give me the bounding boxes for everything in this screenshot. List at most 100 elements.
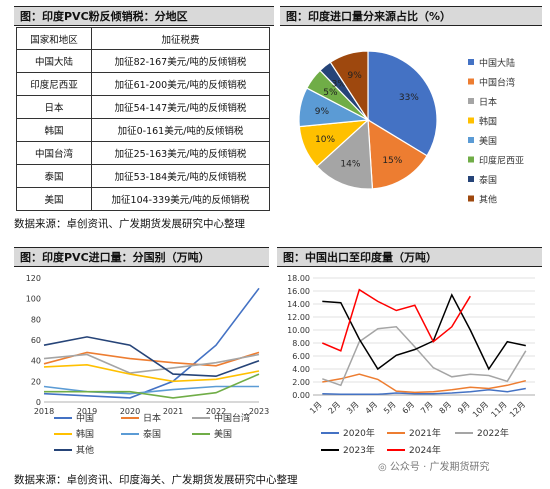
series-line [43,363,260,383]
x-tick-label: 2月 [327,400,343,416]
pie-slice [329,50,369,123]
y-tick-label: 100 [26,295,41,304]
region-cell: 印度尼西亚 [16,72,92,96]
series-line [44,373,260,399]
region-cell: 泰国 [16,164,92,188]
tariff-cell: 加征61-200美元/吨的反倾销税 [91,72,270,96]
tariff-cell: 加征104-339美元/吨的反倾销税 [91,187,270,211]
pie-data-label: 9% [348,71,363,81]
x-tick-label: 7月 [419,400,435,416]
y-tick-label: 60 [31,336,41,345]
x-tick-label: 6月 [401,400,417,416]
x-tick-label: 9月 [456,400,472,416]
series-line [43,385,259,395]
series-line [43,351,260,367]
panel4-title: 图：中国出口至印度量（万吨） [277,247,542,267]
pie-data-label: 14% [340,159,360,169]
legend-label: 2020年 [343,427,375,439]
tariff-cell: 加征53-184美元/吨的反倾销税 [91,164,270,188]
y-tick-label: 16.00 [287,287,310,296]
table-row: 印度尼西亚 加征61-200美元/吨的反倾销税 [16,72,270,96]
pie-data-label: 5% [323,88,338,98]
pie-chart: 33%15%14%10%9%5%3%9%中国大陆中国台湾日本韩国美国印度尼西亚泰… [298,50,524,206]
x-tick-label: 11月 [489,400,508,419]
y-tick-label: 18.00 [287,274,310,283]
legend-swatch [468,156,474,163]
table-row: 泰国 加征53-184美元/吨的反倾销税 [16,164,270,188]
series-line [322,293,526,371]
x-tick-label: 2023 [249,407,269,416]
watermark: ◎ 公众号 · 广发期货研究 [378,458,489,473]
legend-label: 韩国 [479,116,497,128]
y-tick-label: 6.00 [292,352,310,361]
y-tick-label: 12.00 [287,313,310,322]
y-tick-label: 10.00 [287,326,310,335]
x-tick-label: 1月 [308,400,324,416]
legend-label: 美国 [479,135,497,147]
pie-data-label: 33% [399,93,419,103]
table-row: 日本 加征54-147美元/吨的反倾销税 [16,95,270,119]
series-line [322,373,526,394]
legend-label: 泰国 [479,174,497,186]
series-line [43,287,260,399]
region-cell: 日本 [16,95,92,119]
source-note-bottom: 数据来源：卓创资讯、印度海关、广发期货发展研究中心整理 [14,474,298,486]
x-tick-label: 10月 [471,400,490,419]
pie-slice [367,50,438,157]
source-note-top: 数据来源：卓创资讯、广发期货发展研究中心整理 [14,218,245,230]
y-tick-label: 40 [31,357,41,366]
tariff-cell: 加征25-163美元/吨的反倾销税 [91,141,270,165]
x-tick-label: 2021 [163,407,183,416]
x-tick-label: 2018 [34,407,54,416]
wechat-icon: ◎ [378,462,387,473]
region-cell: 中国大陆 [16,49,92,73]
legend-label: 印度尼西亚 [479,155,524,167]
y-tick-label: 2.00 [292,378,310,387]
panel2-title: 图：印度进口量分来源占比（%） [280,6,542,26]
export-line-chart: 0.00 2.00 4.00 6.00 8.00 10.00 12.00 14.00 16.00… [287,274,535,456]
panel1-title: 图：印度PVC粉反倾销税：分地区 [14,6,274,26]
x-tick-label: 2020 [120,407,140,416]
pie-data-label: 3% [332,79,347,89]
region-cell: 美国 [16,187,92,211]
x-tick-label: 5月 [382,400,398,416]
y-tick-label: 4.00 [292,365,310,374]
legend-label: 中国台湾 [214,412,250,424]
panel3-title: 图：印度PVC进口量：分国别（万吨） [14,247,269,267]
legend-label: 泰国 [143,428,161,440]
series-line [322,326,527,387]
table-header-row: 国家和地区 加征税费 [16,27,270,50]
legend-swatch [468,176,474,182]
legend-label: 2022年 [477,427,509,439]
y-tick-label: 0 [36,398,41,407]
series-line [43,353,260,374]
pie-slice [367,118,428,190]
y-tick-label: 20 [31,377,41,386]
x-tick-label: 2022 [206,407,226,416]
x-tick-label: 12月 [508,400,527,419]
table-row: 韩国 加征0-161美元/吨的反倾销税 [16,118,270,142]
x-tick-label: 3月 [345,400,361,416]
x-tick-label: 4月 [364,400,380,416]
table-row: 中国台湾 加征25-163美元/吨的反倾销税 [16,141,270,165]
series-line [43,336,260,378]
series-line [322,387,526,396]
x-tick-label: 2019 [77,407,97,416]
legend-label: 韩国 [76,428,94,440]
region-cell: 韩国 [16,118,92,142]
x-tick-label: 8月 [438,400,454,416]
legend-label: 中国大陆 [479,57,515,69]
legend-label: 其他 [479,194,497,206]
legend-swatch [468,78,474,85]
legend-swatch [468,195,474,202]
y-tick-label: 0.00 [292,391,310,400]
y-tick-label: 8.00 [292,339,310,348]
tariff-cell: 加征54-147美元/吨的反倾销税 [91,95,270,119]
legend-label: 2021年 [409,427,441,439]
tariff-cell: 加征0-161美元/吨的反倾销税 [91,118,270,142]
table-header-cell: 加征税费 [91,27,270,50]
y-tick-label: 80 [31,315,41,324]
pie-data-label: 15% [382,156,402,166]
y-tick-label: 120 [26,274,41,283]
watermark-text: 公众号 · 广发期货研究 [389,462,490,473]
